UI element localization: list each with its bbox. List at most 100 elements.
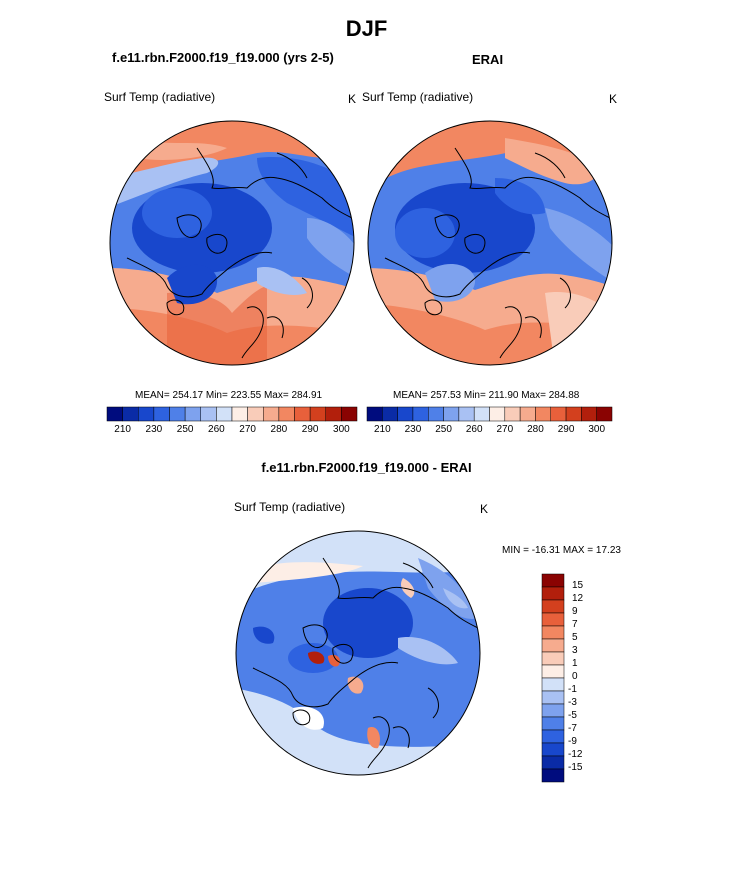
left-colorbar xyxy=(106,406,358,422)
colorbar-tick-label: 280 xyxy=(270,424,288,435)
colorbar-swatch xyxy=(397,406,414,422)
colorbar-swatch xyxy=(309,406,326,422)
colorbar-tick-label: 250 xyxy=(176,424,194,435)
colorbar-swatch xyxy=(366,406,383,422)
colorbar-swatch xyxy=(200,406,217,422)
colorbar-swatch xyxy=(294,406,311,422)
colorbar-swatch xyxy=(263,406,280,422)
colorbar-swatch xyxy=(106,406,123,422)
colorbar-tick-label: 210 xyxy=(373,424,391,435)
diff-stats: MIN = -16.31 MAX = 17.23 xyxy=(502,545,621,556)
diff-colorbar-tick-label: -1 xyxy=(568,684,577,695)
diff-colorbar-swatch xyxy=(541,651,565,666)
colorbar-swatch xyxy=(473,406,490,422)
colorbar-swatch xyxy=(169,406,186,422)
diff-colorbar-tick-label: -9 xyxy=(568,736,577,747)
colorbar-swatch xyxy=(428,406,444,422)
diff-colorbar-swatch xyxy=(541,573,565,588)
colorbar-swatch xyxy=(550,406,567,422)
colorbar-swatch xyxy=(412,406,429,422)
colorbar-swatch xyxy=(458,406,475,422)
right-panel-title: ERAI xyxy=(472,52,504,67)
right-variable-label: Surf Temp (radiative) xyxy=(362,90,474,104)
right-colorbar-ticks: 210 230 250 260 270 280 290 300 xyxy=(367,424,612,438)
left-panel-title: f.e11.rbn.F2000.f19_f19.000 (yrs 2-5) xyxy=(112,50,334,65)
colorbar-swatch xyxy=(231,406,248,422)
colorbar-swatch xyxy=(122,406,139,422)
diff-colorbar-swatch xyxy=(541,703,565,718)
colorbar-swatch xyxy=(341,406,358,422)
diff-colorbar-ticks: 15 12 9 7 5 3 1 0 -1 -3 -5 -7 -9 -12 -15 xyxy=(568,574,608,782)
diff-colorbar-tick-label: 0 xyxy=(572,671,578,682)
diff-polar-map xyxy=(235,530,481,776)
colorbar-swatch xyxy=(153,406,170,422)
diff-colorbar-tick-label: -12 xyxy=(568,749,583,760)
colorbar-swatch xyxy=(138,406,155,422)
diff-colorbar-tick-label: -7 xyxy=(568,723,577,734)
colorbar-tick-label: 210 xyxy=(114,424,131,435)
diff-colorbar-swatch xyxy=(541,677,565,692)
colorbar-swatch xyxy=(216,406,233,422)
right-units-label: K xyxy=(609,92,618,106)
obs-polar-map xyxy=(367,120,613,366)
right-stats: MEAN= 257.53 Min= 211.90 Max= 284.88 xyxy=(393,390,580,401)
diff-colorbar-swatch xyxy=(541,664,565,679)
colorbar-tick-label: 270 xyxy=(239,424,256,435)
diff-colorbar-tick-label: 9 xyxy=(572,606,578,617)
diff-colorbar-swatch xyxy=(541,586,565,601)
diff-panel-title: f.e11.rbn.F2000.f19_f19.000 - ERAI xyxy=(261,460,472,475)
colorbar-swatch xyxy=(581,406,597,422)
diff-colorbar-swatch xyxy=(541,716,565,731)
colorbar-tick-label: 260 xyxy=(208,424,225,435)
diff-colorbar-swatch xyxy=(541,768,565,783)
colorbar-swatch xyxy=(382,406,398,422)
diff-colorbar-swatch xyxy=(541,729,565,744)
left-stats: MEAN= 254.17 Min= 223.55 Max= 284.91 xyxy=(135,390,323,401)
colorbar-tick-label: 230 xyxy=(145,424,163,435)
figure-title: DJF xyxy=(345,16,388,41)
right-colorbar xyxy=(366,406,613,422)
colorbar-swatch xyxy=(596,406,613,422)
colorbar-tick-label: 250 xyxy=(435,424,452,435)
colorbar-swatch xyxy=(519,406,536,422)
diff-colorbar-swatch xyxy=(541,625,565,640)
left-colorbar-ticks: 210 230 250 260 270 280 290 300 xyxy=(107,424,357,438)
colorbar-swatch xyxy=(184,406,201,422)
diff-variable-label: Surf Temp (radiative) xyxy=(234,500,346,514)
colorbar-tick-label: 290 xyxy=(301,424,319,435)
diff-colorbar-swatch xyxy=(541,599,565,614)
colorbar-tick-label: 300 xyxy=(588,424,606,435)
colorbar-swatch xyxy=(325,406,342,422)
diff-colorbar-swatch xyxy=(541,690,565,705)
diff-colorbar-swatch xyxy=(541,755,565,770)
left-variable-label: Surf Temp (radiative) xyxy=(104,90,216,104)
diff-colorbar-tick-label: -5 xyxy=(568,710,577,721)
diff-colorbar-tick-label: 3 xyxy=(572,645,578,656)
colorbar-tick-label: 270 xyxy=(496,424,514,435)
diff-colorbar-swatch xyxy=(541,638,565,653)
colorbar-tick-label: 230 xyxy=(404,424,422,435)
colorbar-swatch xyxy=(443,406,460,422)
diff-colorbar-swatch xyxy=(541,612,565,627)
colorbar-tick-label: 290 xyxy=(557,424,575,435)
model-polar-map xyxy=(109,120,355,366)
diff-colorbar-tick-label: 1 xyxy=(572,658,578,669)
diff-colorbar-tick-label: 5 xyxy=(572,632,578,643)
colorbar-tick-label: 280 xyxy=(527,424,544,435)
colorbar-swatch xyxy=(504,406,521,422)
diff-colorbar-tick-label: 7 xyxy=(572,619,578,630)
diff-units-label: K xyxy=(480,502,489,516)
colorbar-tick-label: 260 xyxy=(465,424,483,435)
diff-colorbar-tick-label: 15 xyxy=(572,580,584,591)
diff-colorbar-tick-label: 12 xyxy=(572,593,584,604)
colorbar-swatch xyxy=(489,406,506,422)
colorbar-swatch xyxy=(565,406,582,422)
diff-colorbar-tick-label: -3 xyxy=(568,697,577,708)
left-units-label: K xyxy=(348,92,357,106)
colorbar-swatch xyxy=(247,406,264,422)
diff-colorbar xyxy=(541,573,565,783)
colorbar-swatch xyxy=(278,406,295,422)
colorbar-tick-label: 300 xyxy=(333,424,350,435)
diff-colorbar-tick-label: -15 xyxy=(568,762,583,773)
colorbar-swatch xyxy=(535,406,551,422)
